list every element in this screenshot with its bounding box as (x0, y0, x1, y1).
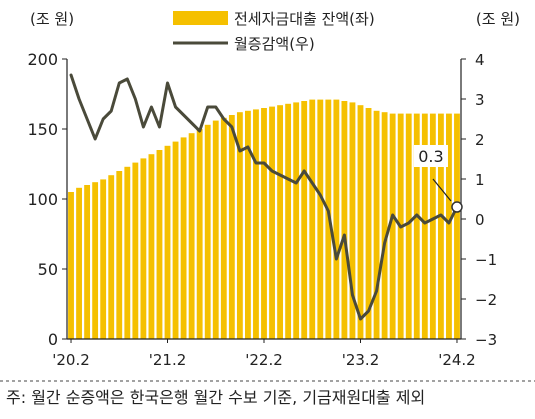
left-tick-label: 0 (48, 330, 58, 349)
bar-balance (341, 101, 348, 339)
left-tick-label: 100 (27, 190, 58, 209)
bar-balance (421, 113, 428, 339)
bar-balance (140, 158, 147, 339)
bar-balance (132, 162, 139, 339)
right-tick-label: 3 (475, 91, 485, 109)
bar-balance (365, 108, 372, 339)
left-tick-label: 50 (38, 260, 58, 279)
bar-balance (317, 99, 324, 339)
right-tick-label: 0 (475, 211, 485, 229)
right-tick-label: 1 (475, 171, 485, 189)
bar-balance (188, 133, 195, 339)
chart-canvas: (조 원) (조 원) 0 50 100 150 200 −3 −2 −1 0 1 2 3 4 '20.2 '2… (0, 10, 535, 382)
x-tick-label: '24.2 (438, 351, 476, 369)
right-tick-label: 2 (475, 131, 485, 149)
right-tick-label: −3 (475, 331, 497, 349)
legend-label-line: 월증감액(우) (234, 35, 315, 53)
bar-balance (100, 179, 107, 339)
annotation-box (413, 145, 448, 167)
annotation-leader (432, 178, 452, 202)
bar-balance (277, 105, 283, 339)
bar-balance (148, 154, 155, 339)
bar-balance (373, 110, 380, 339)
bar-balance (293, 102, 300, 340)
bar-balance (196, 129, 203, 339)
line-monthly-change (69, 73, 459, 321)
bar-balance (301, 101, 308, 339)
bar-balance (156, 150, 163, 339)
x-tick-label: '21.2 (149, 351, 187, 369)
x-tick-label: '23.2 (342, 351, 380, 369)
bar-balance (357, 105, 364, 339)
bar-balance (204, 124, 211, 339)
bar-balance (253, 109, 259, 340)
bar-balance (220, 117, 227, 339)
bar-balance (84, 185, 91, 339)
bar-balance (437, 113, 444, 339)
left-tick-label: 200 (27, 50, 58, 69)
annotation-label: 0.3 (418, 147, 443, 166)
right-axis-unit: (조 원) (476, 10, 520, 28)
bar-balance (164, 145, 171, 339)
bar-balance (245, 110, 251, 339)
bar-balance (228, 115, 235, 339)
bar-balance (76, 187, 82, 339)
bar-balance (236, 112, 243, 339)
bar-balance (349, 102, 356, 340)
bar-balance (180, 137, 187, 339)
bar-balance (454, 113, 460, 339)
x-tick-label: '20.2 (52, 351, 90, 369)
bar-balance (212, 120, 219, 339)
bar-balance (68, 192, 74, 339)
x-tick-label: '22.2 (245, 351, 283, 369)
bar-balance (309, 99, 316, 339)
bar-balance (405, 113, 412, 339)
bar-balance (413, 113, 420, 339)
bar-balance (116, 171, 123, 339)
right-tick-label: −1 (475, 251, 497, 269)
legend-swatch-bar (173, 11, 228, 25)
right-tick-label: 4 (475, 51, 485, 69)
footnote: 주: 월간 순증액은 한국은행 월간 수보 기준, 기금재원대출 제외 (6, 388, 426, 407)
bar-balance (429, 113, 436, 339)
bar-balance (92, 182, 99, 339)
bar-balance (446, 113, 452, 339)
bar-balance (389, 113, 396, 339)
bar-balance (333, 99, 340, 339)
annotation-marker (451, 201, 463, 213)
bar-balance (269, 106, 275, 339)
left-axis-unit: (조 원) (30, 10, 74, 28)
bar-balance (124, 166, 131, 339)
bar-balance (381, 112, 388, 339)
bar-balance (285, 103, 292, 339)
bar-balance (172, 141, 179, 339)
legend-label-bar: 전세자금대출 잔액(좌) (234, 10, 375, 28)
right-tick-label: −2 (475, 291, 497, 309)
bar-balance (108, 175, 115, 339)
bar-balance (261, 108, 267, 339)
left-tick-label: 150 (27, 120, 58, 139)
